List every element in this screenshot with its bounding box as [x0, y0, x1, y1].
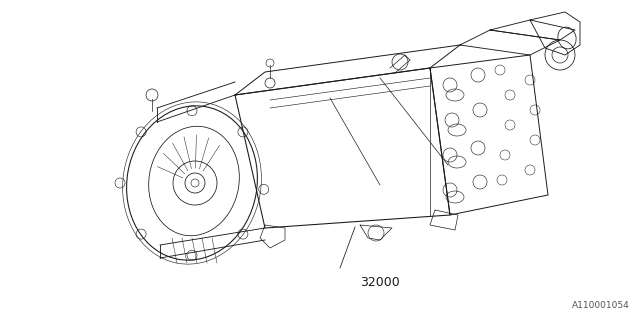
- Text: 32000: 32000: [360, 276, 400, 289]
- Text: A110001054: A110001054: [572, 301, 630, 310]
